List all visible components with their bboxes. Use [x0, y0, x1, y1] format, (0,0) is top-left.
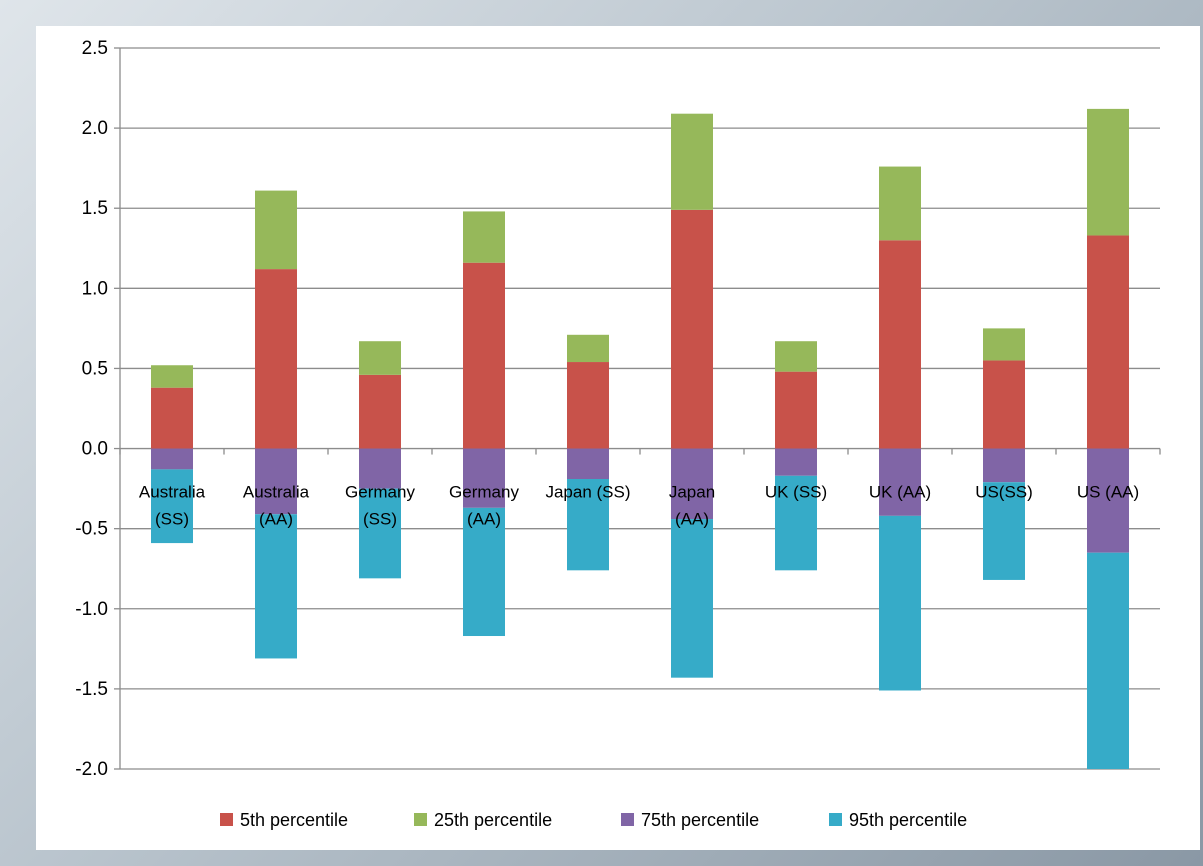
y-tick-label: 0.0	[82, 439, 108, 460]
bar-segment	[775, 448, 817, 476]
chart-panel: 2.5 2.0 1.5 1.0 0.5 0.0 -0.5 -1.0 -1.5 -2.0 Austr…	[36, 26, 1200, 850]
y-tick-label: -2.0	[75, 759, 108, 780]
category-label: Australia	[243, 483, 310, 502]
category-label: (SS)	[363, 510, 397, 529]
bar-segment	[671, 209, 713, 449]
bar-segment	[567, 334, 609, 363]
y-tick-label: -1.0	[75, 599, 108, 620]
bar-segment	[1087, 448, 1129, 553]
bar-segment	[463, 448, 505, 508]
y-tick-label: 2.5	[82, 38, 108, 59]
bar-segment	[775, 371, 817, 449]
bar-segment	[879, 166, 921, 241]
category-label: Australia	[139, 483, 206, 502]
legend-label: 95th percentile	[849, 810, 967, 830]
bar-segment	[359, 341, 401, 375]
bar-segment	[151, 469, 193, 544]
bar-segment	[463, 507, 505, 637]
category-label: Germany	[449, 483, 519, 502]
bar-segment	[255, 448, 297, 515]
bar-segment	[671, 448, 713, 520]
bar-segment	[671, 113, 713, 210]
bar-segment	[567, 478, 609, 571]
bar-segment	[359, 374, 401, 449]
legend-label: 5th percentile	[240, 810, 348, 830]
bar-segment	[879, 448, 921, 516]
bar-segment	[463, 262, 505, 449]
category-label: (AA)	[259, 510, 293, 529]
y-tick-label: 1.0	[82, 278, 108, 299]
category-label: Japan	[669, 483, 715, 502]
y-tick-label: 2.0	[82, 118, 108, 139]
y-tick-label: 0.5	[82, 358, 108, 379]
category-label: UK (AA)	[869, 483, 931, 502]
bar-segment	[1087, 552, 1129, 769]
axes	[114, 47, 1161, 770]
category-label: (AA)	[467, 510, 501, 529]
bar-segment	[255, 190, 297, 270]
bar-segment	[671, 519, 713, 678]
bar-segment	[151, 365, 193, 388]
category-label: Germany	[345, 483, 415, 502]
y-tick-label: -1.5	[75, 679, 108, 700]
category-label: US (AA)	[1077, 483, 1139, 502]
legend: 5th percentile 25th percentile 75th percen…	[220, 810, 967, 830]
bar-segment	[879, 515, 921, 691]
bar-segment	[983, 328, 1025, 361]
bar-segment	[983, 448, 1025, 483]
bar-segment	[775, 341, 817, 372]
y-tick-labels: 2.5 2.0 1.5 1.0 0.5 0.0 -0.5 -1.0 -1.5 -2.0	[75, 38, 108, 780]
stacked-bar-chart: 2.5 2.0 1.5 1.0 0.5 0.0 -0.5 -1.0 -1.5 -2.0 Austr…	[75, 38, 1161, 830]
legend-swatch	[621, 813, 634, 826]
legend-swatch	[220, 813, 233, 826]
category-label: (SS)	[155, 510, 189, 529]
legend-swatch	[829, 813, 842, 826]
bar-segment	[983, 360, 1025, 449]
bar-segment	[255, 514, 297, 659]
legend-label: 75th percentile	[641, 810, 759, 830]
bar-segment	[567, 362, 609, 449]
y-tick-label: 1.5	[82, 198, 108, 219]
bar-segment	[255, 269, 297, 449]
bar-segment	[151, 387, 193, 449]
bar-segment	[1087, 235, 1129, 449]
bar-segment	[359, 448, 401, 489]
legend-swatch	[414, 813, 427, 826]
bar-segment	[359, 488, 401, 579]
bars	[151, 108, 1129, 769]
bar-segment	[151, 448, 193, 470]
bar-segment	[775, 475, 817, 571]
y-tick-label: -0.5	[75, 519, 108, 540]
bar-segment	[567, 448, 609, 479]
category-label: US(SS)	[975, 483, 1033, 502]
category-label: Japan (SS)	[545, 483, 630, 502]
legend-label: 25th percentile	[434, 810, 552, 830]
category-label: (AA)	[675, 510, 709, 529]
bar-segment	[463, 211, 505, 263]
category-labels: Australia (SS) Australia (AA) Germany (SS) Ger…	[139, 483, 1139, 529]
category-label: UK (SS)	[765, 483, 827, 502]
bar-segment	[983, 482, 1025, 580]
bar-segment	[1087, 108, 1129, 236]
bar-segment	[879, 240, 921, 449]
